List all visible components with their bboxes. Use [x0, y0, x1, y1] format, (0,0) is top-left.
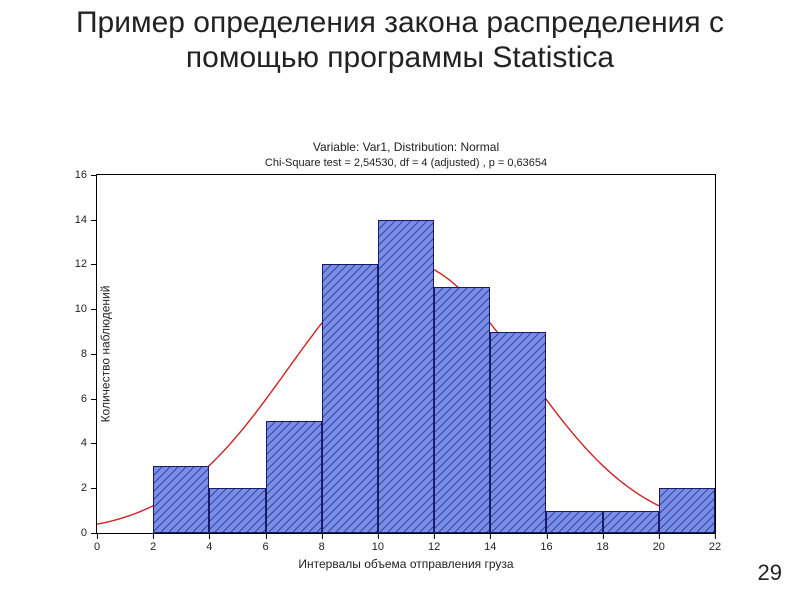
x-tick: 16 — [540, 533, 552, 553]
x-axis-label: Интервалы объема отправления груза — [298, 533, 513, 571]
y-tick: 2 — [81, 482, 97, 494]
histogram-bar — [322, 264, 378, 533]
chart-title-line2: Chi-Square test = 2,54530, df = 4 (adjus… — [96, 156, 716, 170]
histogram-bar — [603, 511, 659, 533]
x-tick: 20 — [653, 533, 665, 553]
histogram-bar — [153, 466, 209, 533]
x-tick: 10 — [372, 533, 384, 553]
chart-title-line1: Variable: Var1, Distribution: Normal — [96, 140, 716, 156]
slide-title: Пример определения закона распределения … — [20, 0, 780, 75]
x-tick: 6 — [262, 533, 268, 553]
y-tick: 10 — [75, 303, 97, 315]
y-tick: 4 — [81, 437, 97, 449]
x-tick: 14 — [484, 533, 496, 553]
x-tick: 18 — [597, 533, 609, 553]
y-tick: 14 — [75, 214, 97, 226]
histogram-bar — [490, 332, 546, 533]
histogram-bar — [659, 488, 715, 533]
page-number: 29 — [758, 560, 782, 586]
x-tick: 2 — [150, 533, 156, 553]
histogram-bar — [209, 488, 265, 533]
chart-container: Variable: Var1, Distribution: Normal Chi… — [96, 140, 716, 570]
chart-titles: Variable: Var1, Distribution: Normal Chi… — [96, 140, 716, 170]
x-tick: 22 — [709, 533, 721, 553]
y-tick: 12 — [75, 258, 97, 270]
histogram-bar — [378, 220, 434, 533]
histogram-bar — [266, 421, 322, 533]
x-tick: 8 — [319, 533, 325, 553]
plot-area: Количество наблюдений Интервалы объема о… — [96, 174, 716, 534]
histogram-bar — [434, 287, 490, 533]
x-tick: 12 — [428, 533, 440, 553]
y-tick: 8 — [81, 348, 97, 360]
slide: Пример определения закона распределения … — [0, 0, 800, 600]
histogram-bar — [546, 511, 602, 533]
x-tick: 0 — [94, 533, 100, 553]
y-tick: 16 — [75, 169, 97, 181]
y-tick: 6 — [81, 393, 97, 405]
x-tick: 4 — [206, 533, 212, 553]
